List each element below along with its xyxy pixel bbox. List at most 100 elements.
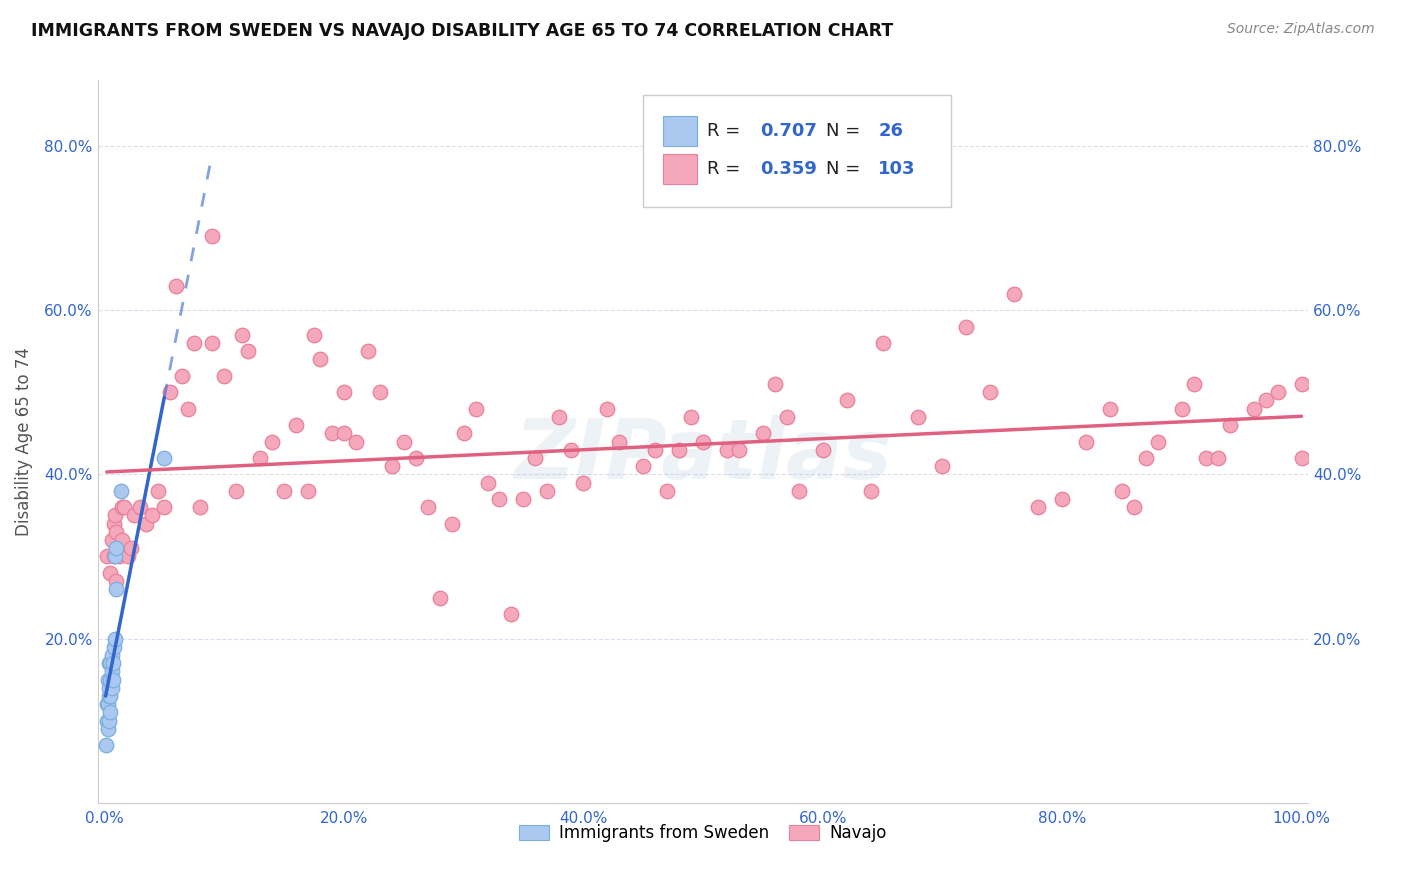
Point — [188, 500, 211, 515]
Point — [94, 739, 117, 753]
Point — [321, 426, 343, 441]
Point — [368, 385, 391, 400]
Point — [101, 657, 124, 671]
Point — [212, 368, 235, 383]
Point — [105, 541, 128, 556]
Point — [859, 483, 882, 498]
Point — [104, 549, 127, 564]
Text: R =: R = — [707, 122, 745, 140]
Text: 26: 26 — [879, 122, 903, 140]
Point — [103, 516, 125, 531]
Point — [100, 533, 122, 547]
Point — [231, 327, 253, 342]
Point — [100, 681, 122, 695]
Point — [1123, 500, 1146, 515]
Point — [1026, 500, 1049, 515]
FancyBboxPatch shape — [664, 116, 697, 146]
Point — [100, 706, 122, 720]
Point — [1243, 401, 1265, 416]
Point — [488, 491, 510, 506]
Point — [96, 549, 118, 564]
Point — [309, 352, 332, 367]
Point — [536, 483, 558, 498]
Point — [1135, 450, 1157, 465]
Point — [177, 401, 200, 416]
Point — [776, 409, 799, 424]
Point — [100, 673, 122, 687]
Point — [1099, 401, 1122, 416]
Point — [153, 500, 176, 515]
Text: 0.707: 0.707 — [759, 122, 817, 140]
Point — [416, 500, 439, 515]
Text: IMMIGRANTS FROM SWEDEN VS NAVAJO DISABILITY AGE 65 TO 74 CORRELATION CHART: IMMIGRANTS FROM SWEDEN VS NAVAJO DISABIL… — [31, 22, 893, 40]
Point — [273, 483, 295, 498]
Point — [112, 500, 135, 515]
Text: 0.359: 0.359 — [759, 161, 817, 178]
Point — [111, 533, 134, 547]
Point — [835, 393, 858, 408]
Point — [333, 385, 356, 400]
Point — [105, 524, 128, 539]
Point — [201, 336, 224, 351]
Point — [284, 418, 307, 433]
Point — [979, 385, 1001, 400]
FancyBboxPatch shape — [664, 154, 697, 185]
Point — [333, 426, 356, 441]
Point — [1219, 418, 1241, 433]
Point — [117, 549, 139, 564]
Point — [1206, 450, 1229, 465]
Point — [1267, 385, 1289, 400]
Point — [98, 689, 121, 703]
Point — [464, 401, 486, 416]
Point — [1291, 377, 1313, 392]
Point — [631, 459, 654, 474]
Point — [1171, 401, 1194, 416]
Point — [107, 549, 129, 564]
Point — [104, 632, 127, 646]
Point — [811, 442, 834, 457]
Point — [787, 483, 810, 498]
Point — [728, 442, 751, 457]
Point — [477, 475, 499, 490]
Point — [97, 698, 120, 712]
Text: N =: N = — [827, 161, 860, 178]
Point — [655, 483, 678, 498]
Point — [101, 673, 124, 687]
Point — [201, 229, 224, 244]
Point — [607, 434, 630, 449]
Legend: Immigrants from Sweden, Navajo: Immigrants from Sweden, Navajo — [513, 817, 893, 848]
Point — [159, 385, 181, 400]
Point — [763, 377, 786, 392]
Point — [381, 459, 404, 474]
Point — [100, 648, 122, 662]
Point — [344, 434, 367, 449]
Point — [96, 698, 118, 712]
Point — [100, 566, 122, 580]
Point — [1182, 377, 1205, 392]
Point — [120, 541, 142, 556]
Point — [111, 500, 134, 515]
Point — [297, 483, 319, 498]
Point — [98, 714, 121, 728]
Point — [1195, 450, 1218, 465]
Point — [392, 434, 415, 449]
Text: 103: 103 — [879, 161, 915, 178]
Point — [752, 426, 775, 441]
Point — [129, 500, 152, 515]
Point — [512, 491, 534, 506]
Point — [692, 434, 714, 449]
Point — [97, 722, 120, 736]
Point — [1050, 491, 1073, 506]
Point — [1254, 393, 1277, 408]
Point — [100, 665, 122, 679]
Point — [907, 409, 929, 424]
Point — [302, 327, 325, 342]
Point — [357, 344, 380, 359]
Point — [236, 344, 259, 359]
Point — [104, 508, 127, 523]
Point — [96, 714, 118, 728]
Point — [644, 442, 666, 457]
Point — [153, 450, 176, 465]
Point — [105, 574, 128, 588]
Point — [97, 673, 120, 687]
